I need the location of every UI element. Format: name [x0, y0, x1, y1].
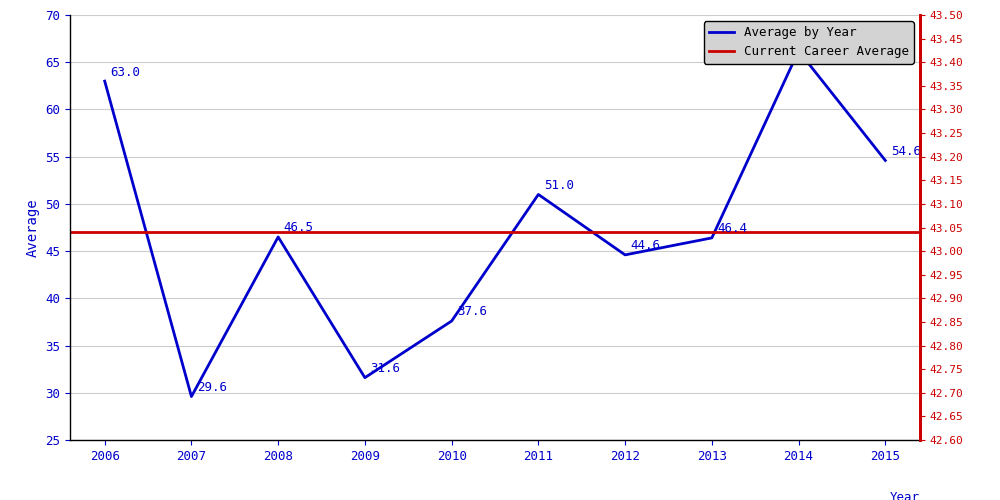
- Text: Year: Year: [890, 491, 920, 500]
- Average by Year: [532, 192, 544, 198]
- Text: 31.6: 31.6: [370, 362, 400, 375]
- Average by Year: [706, 235, 718, 241]
- Average by Year: [619, 252, 631, 258]
- Average by Year: [272, 234, 284, 240]
- Text: 51.0: 51.0: [544, 179, 574, 192]
- Average by Year: [359, 374, 371, 380]
- Text: 54.6: 54.6: [891, 145, 921, 158]
- Average by Year: [793, 48, 805, 54]
- Text: 46.5: 46.5: [284, 222, 314, 234]
- Y-axis label: Average: Average: [26, 198, 40, 257]
- Text: 44.6: 44.6: [631, 240, 661, 252]
- Text: 66.2: 66.2: [804, 36, 834, 49]
- Text: 63.0: 63.0: [110, 66, 140, 78]
- Average by Year: [99, 78, 111, 84]
- Average by Year: [879, 158, 891, 164]
- Average by Year: [185, 394, 197, 400]
- Text: 29.6: 29.6: [197, 381, 227, 394]
- Line: Average by Year: Average by Year: [105, 51, 885, 397]
- Text: 46.4: 46.4: [717, 222, 747, 235]
- Average by Year: [446, 318, 458, 324]
- Text: 37.6: 37.6: [457, 306, 487, 318]
- Legend: Average by Year, Current Career Average: Average by Year, Current Career Average: [704, 21, 914, 63]
